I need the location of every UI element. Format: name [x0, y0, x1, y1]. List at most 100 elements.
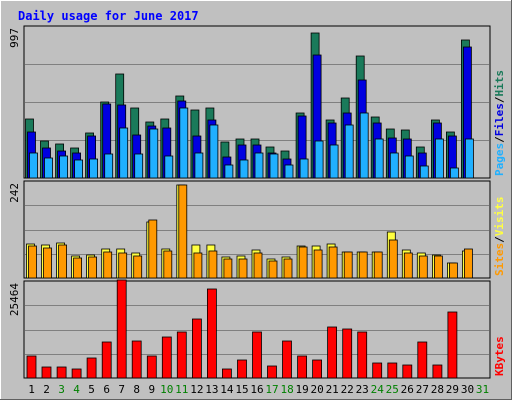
x-tick-day-26: 26 — [401, 383, 414, 396]
bar-sites-day-25 — [388, 239, 398, 279]
legend-entry: KBytes — [493, 336, 506, 376]
x-tick-day-16: 16 — [250, 383, 263, 396]
panel-hits-files-pages-ymax-label: 997 — [8, 28, 21, 48]
legend-entry: / — [493, 236, 506, 243]
bar-pages-day-16 — [254, 152, 264, 179]
panel-hits-files-pages-legend: Pages/Files/Hits — [493, 70, 506, 176]
bar-kbytes-day-20 — [312, 359, 323, 379]
bar-sites-day-18 — [283, 258, 293, 279]
bar-kbytes-day-29 — [447, 311, 458, 379]
bar-kbytes-day-16 — [252, 331, 262, 379]
bar-sites-day-26 — [403, 252, 413, 279]
legend-entry: / — [493, 136, 506, 143]
bar-pages-day-27 — [419, 165, 429, 179]
bar-kbytes-day-9 — [146, 355, 157, 379]
x-tick-day-22: 22 — [341, 383, 354, 396]
bar-sites-day-4 — [73, 257, 82, 279]
bar-sites-day-8 — [133, 255, 143, 279]
bar-pages-day-1 — [29, 152, 38, 179]
legend-entry: Pages — [493, 143, 506, 176]
bar-pages-day-15 — [239, 159, 249, 179]
bar-kbytes-day-7 — [116, 279, 127, 379]
bar-sites-day-20 — [313, 249, 323, 279]
bar-sites-day-15 — [238, 258, 248, 279]
bar-sites-day-27 — [418, 255, 428, 279]
bar-sites-day-21 — [328, 246, 338, 279]
panel-visits-sites-legend: Sites/Visits — [493, 197, 506, 277]
bar-sites-day-1 — [28, 245, 37, 279]
bar-kbytes-day-4 — [71, 368, 82, 379]
bar-kbytes-day-13 — [206, 288, 217, 379]
bar-sites-day-23 — [358, 251, 368, 279]
bar-pages-day-4 — [74, 159, 83, 179]
bar-kbytes-day-12 — [191, 318, 202, 379]
x-tick-day-11: 11 — [175, 383, 188, 396]
x-tick-day-4: 4 — [73, 383, 80, 396]
x-tick-day-1: 1 — [28, 383, 35, 396]
x-tick-day-23: 23 — [356, 383, 369, 396]
bar-sites-day-19 — [298, 246, 308, 279]
x-tick-day-9: 9 — [148, 383, 155, 396]
x-tick-day-6: 6 — [103, 383, 110, 396]
bar-pages-day-29 — [449, 167, 459, 179]
bar-kbytes-day-3 — [56, 366, 67, 379]
bar-kbytes-day-17 — [267, 365, 277, 379]
x-tick-day-10: 10 — [160, 383, 173, 396]
bar-sites-day-14 — [223, 258, 233, 279]
bar-sites-day-28 — [433, 255, 443, 279]
bar-sites-day-30 — [463, 248, 473, 279]
bar-pages-day-28 — [434, 138, 444, 179]
bar-kbytes-day-26 — [402, 364, 413, 379]
bar-sites-day-13 — [208, 250, 218, 279]
bar-pages-day-8 — [134, 153, 144, 179]
x-tick-day-27: 27 — [416, 383, 429, 396]
x-tick-day-29: 29 — [446, 383, 459, 396]
bar-pages-day-25 — [389, 152, 399, 179]
bar-pages-day-7 — [119, 127, 129, 179]
bar-sites-day-17 — [268, 260, 278, 279]
x-tick-day-8: 8 — [133, 383, 140, 396]
bar-kbytes-day-10 — [161, 336, 172, 379]
bar-pages-day-9 — [149, 128, 159, 179]
legend-entry: / — [493, 96, 506, 103]
bar-pages-day-24 — [374, 138, 384, 179]
x-tick-day-15: 15 — [235, 383, 248, 396]
bar-kbytes-day-1 — [26, 355, 37, 379]
bar-sites-day-5 — [88, 256, 97, 279]
bar-pages-day-2 — [44, 157, 53, 179]
bar-pages-day-30 — [464, 138, 474, 179]
bar-kbytes-day-25 — [387, 362, 398, 379]
bar-kbytes-day-21 — [327, 326, 338, 379]
x-tick-day-25: 25 — [386, 383, 399, 396]
x-tick-day-7: 7 — [118, 383, 125, 396]
bar-pages-day-3 — [59, 155, 68, 179]
legend-entry: Hits — [493, 70, 506, 97]
x-tick-day-20: 20 — [310, 383, 323, 396]
x-tick-day-14: 14 — [220, 383, 234, 396]
bar-sites-day-3 — [58, 244, 67, 279]
bar-pages-day-22 — [344, 124, 354, 179]
x-tick-day-3: 3 — [58, 383, 65, 396]
x-tick-day-2: 2 — [43, 383, 50, 396]
x-tick-day-24: 24 — [371, 383, 385, 396]
x-tick-day-21: 21 — [326, 383, 339, 396]
chart-title: Daily usage for June 2017 — [18, 9, 199, 23]
x-tick-day-19: 19 — [295, 383, 308, 396]
bar-sites-day-12 — [193, 252, 203, 279]
bar-sites-day-11 — [178, 184, 188, 279]
panel-visits-sites-ymax-label: 242 — [8, 183, 21, 203]
bar-sites-day-9 — [148, 219, 158, 279]
panel-kbytes-ymax-label: 25464 — [8, 283, 21, 316]
bar-pages-day-13 — [209, 124, 219, 179]
bar-kbytes-day-24 — [372, 362, 383, 379]
bar-kbytes-day-15 — [237, 359, 247, 379]
bar-pages-day-14 — [224, 164, 234, 179]
bar-pages-day-26 — [404, 155, 414, 179]
x-tick-day-28: 28 — [431, 383, 444, 396]
bar-pages-day-18 — [284, 164, 294, 179]
x-tick-day-30: 30 — [461, 383, 474, 396]
bar-sites-day-29 — [448, 262, 458, 279]
bar-pages-day-19 — [299, 158, 309, 179]
